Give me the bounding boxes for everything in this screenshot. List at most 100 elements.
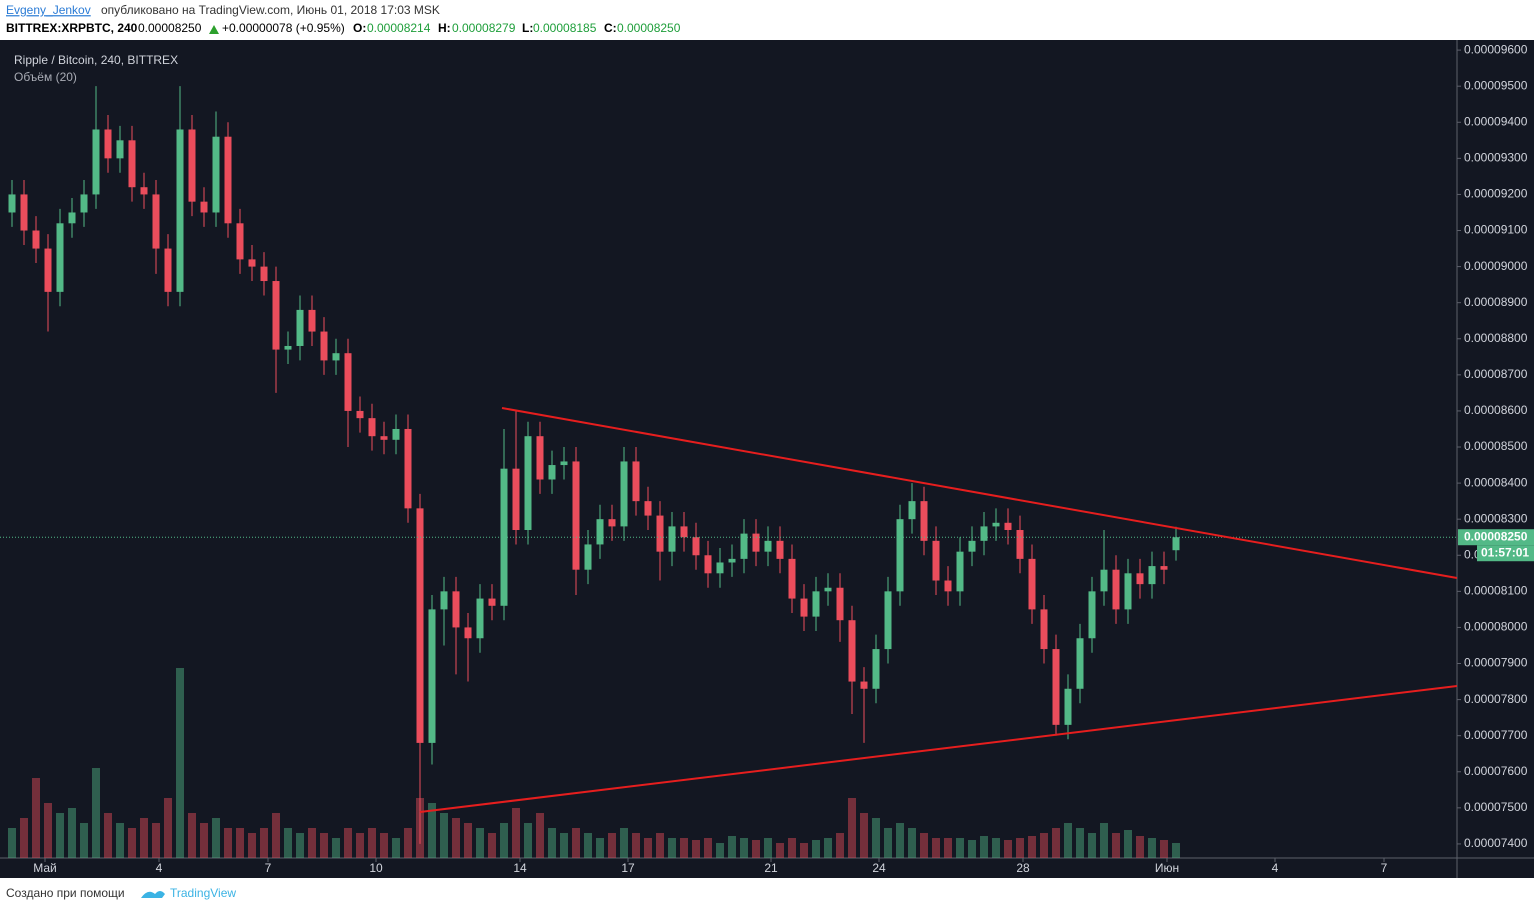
candle-body [1100, 569, 1108, 592]
volume-bar [404, 828, 412, 858]
volume-bar [932, 838, 940, 858]
candle-body [716, 562, 724, 574]
candle-body [80, 194, 88, 213]
volume-bar [896, 823, 904, 858]
candle-body [692, 537, 700, 556]
volume-bar [1040, 833, 1048, 858]
volume-bar [392, 838, 400, 858]
candle-body [704, 555, 712, 574]
symbol: BITTREX:XRPBTC, 240 [6, 21, 138, 35]
volume-bar [608, 833, 616, 858]
volume-bar [1016, 838, 1024, 858]
candle-body [872, 649, 880, 689]
volume-bar [248, 833, 256, 858]
y-tick-label: 0.00009100 [1464, 223, 1528, 237]
volume-bar [1076, 828, 1084, 858]
candle-body [140, 187, 148, 195]
x-tick-label: 21 [764, 861, 778, 875]
y-tick-label: 0.00008100 [1464, 584, 1528, 598]
volume-bar [512, 808, 520, 858]
l-label: L: [522, 21, 533, 35]
candle-body [212, 136, 220, 213]
volume-bar [980, 836, 988, 858]
footer-bg [0, 878, 1534, 914]
volume-bar [1088, 833, 1096, 858]
candle-body [224, 136, 232, 224]
candle-body [1052, 649, 1060, 725]
published: опубликовано на TradingView.com, Июнь 01… [101, 3, 440, 17]
volume-bar [260, 828, 268, 858]
volume-title: Объём (20) [14, 70, 77, 84]
candle-body [908, 501, 916, 520]
volume-bar [680, 838, 688, 858]
candle-body [428, 609, 436, 743]
footer-brand[interactable]: TradingView [170, 886, 236, 900]
x-tick-label: 7 [1381, 861, 1388, 875]
candle-body [560, 461, 568, 466]
x-tick-label: Июн [1155, 861, 1179, 875]
candle-body [452, 591, 460, 628]
candle-body [728, 558, 736, 563]
candle-body [884, 591, 892, 650]
volume-bar [488, 833, 496, 858]
author[interactable]: Evgeny_Jenkov [6, 3, 91, 17]
volume-bar [548, 828, 556, 858]
candle-body [848, 620, 856, 682]
candle-body [44, 248, 52, 292]
volume-bar [32, 778, 40, 858]
candle-body [956, 551, 964, 592]
candle-body [356, 410, 364, 419]
candle-body [164, 248, 172, 292]
candle-body [200, 201, 208, 213]
candle-body [476, 598, 484, 639]
x-tick-label: 4 [156, 861, 163, 875]
volume-bar [80, 823, 88, 858]
volume-bar [104, 813, 112, 858]
volume-bar [272, 813, 280, 858]
volume-bar [368, 828, 376, 858]
candle-body [992, 522, 1000, 527]
volume-bar [44, 803, 52, 858]
x-tick-label: Май [33, 861, 57, 875]
candle-body [968, 540, 976, 552]
tv-logo[interactable] [141, 891, 165, 898]
volume-bar [1136, 836, 1144, 858]
candle-body [92, 129, 100, 195]
candle-body [512, 468, 520, 531]
volume-bar [56, 813, 64, 858]
y-tick-label: 0.00007600 [1464, 764, 1528, 778]
plot: 0.00009600 0.00009500 0.00009400 0.00009300… [0, 42, 1534, 875]
c-value: 0.00008250 [617, 21, 681, 35]
volume-bar [1004, 840, 1012, 858]
volume-bar [320, 833, 328, 858]
candle-body [932, 540, 940, 581]
candle-body [1004, 522, 1012, 531]
volume-bar [1052, 828, 1060, 858]
candle-body [116, 140, 124, 159]
volume-bar [92, 768, 100, 858]
h-value: 0.00008279 [452, 21, 516, 35]
y-tick-label: 0.00009300 [1464, 151, 1528, 165]
candle-body [836, 587, 844, 621]
candle-body [620, 461, 628, 527]
candle-body [1040, 609, 1048, 650]
last-price-box [1458, 529, 1534, 546]
l-value: 0.00008185 [533, 21, 597, 35]
y-tick-label: 0.00007500 [1464, 800, 1528, 814]
volume-bar [908, 828, 916, 858]
y-tick-label: 0.00009000 [1464, 259, 1528, 273]
candle-body [260, 266, 268, 282]
candle-body [1076, 638, 1084, 689]
y-tick-label: 0.00008300 [1464, 511, 1528, 525]
candle-body [824, 587, 832, 592]
candle-body [680, 526, 688, 538]
candle-body [812, 591, 820, 617]
candle-body [488, 598, 496, 606]
volume-bar [956, 838, 964, 858]
candle-body [524, 436, 532, 531]
candle-body [860, 681, 868, 689]
volume-bar [884, 828, 892, 858]
candle-body [128, 140, 136, 188]
volume-bar [356, 833, 364, 858]
